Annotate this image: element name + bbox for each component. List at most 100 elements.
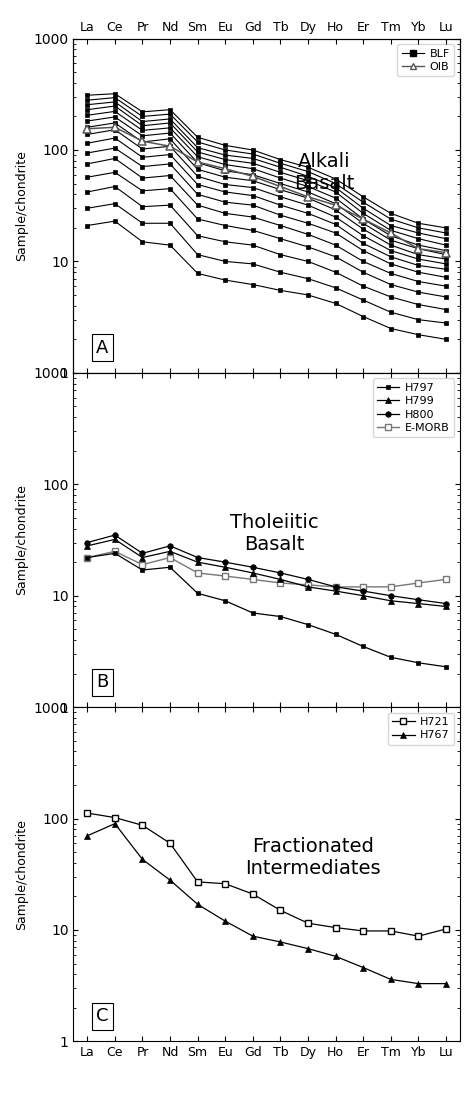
H767	[360, 961, 366, 974]
H767	[222, 915, 228, 928]
H767	[167, 874, 173, 887]
Line: E-MORB: E-MORB	[84, 548, 449, 590]
H800	[84, 536, 90, 549]
H721	[416, 930, 421, 943]
E-MORB	[333, 581, 338, 594]
H797	[167, 561, 173, 574]
H797	[443, 660, 449, 673]
E-MORB	[195, 566, 201, 580]
H799	[333, 584, 338, 597]
Legend: BLF, OIB: BLF, OIB	[397, 44, 454, 76]
Legend: H721, H767: H721, H767	[388, 713, 454, 745]
H767	[278, 936, 283, 949]
H721	[388, 925, 393, 938]
H800	[333, 581, 338, 594]
H767	[250, 930, 255, 943]
Y-axis label: Sample/chondrite: Sample/chondrite	[15, 485, 28, 595]
E-MORB	[360, 581, 366, 594]
H721	[195, 875, 201, 888]
H800	[443, 597, 449, 611]
Legend: H797, H799, H800, E-MORB: H797, H799, H800, E-MORB	[373, 378, 454, 437]
H799	[388, 594, 393, 607]
H721	[250, 887, 255, 900]
H767	[195, 898, 201, 911]
H721	[112, 811, 118, 824]
Line: H797: H797	[85, 551, 448, 669]
H799	[195, 555, 201, 569]
H797	[360, 640, 366, 653]
H800	[140, 547, 146, 560]
H767	[333, 950, 338, 963]
Line: H800: H800	[84, 532, 449, 606]
H797	[388, 650, 393, 663]
H800	[416, 593, 421, 606]
Text: Alkali
Basalt: Alkali Basalt	[294, 152, 355, 193]
H799	[360, 590, 366, 603]
H800	[360, 584, 366, 597]
H767	[388, 973, 393, 986]
H799	[140, 551, 146, 564]
H800	[278, 566, 283, 580]
H797	[222, 594, 228, 607]
E-MORB	[140, 558, 146, 571]
H721	[443, 922, 449, 936]
H797	[195, 586, 201, 599]
H797	[278, 609, 283, 623]
Line: H767: H767	[84, 820, 449, 987]
H797	[333, 628, 338, 641]
H799	[305, 581, 311, 594]
H797	[112, 547, 118, 560]
H767	[140, 853, 146, 866]
H799	[84, 539, 90, 552]
E-MORB	[278, 576, 283, 590]
H721	[333, 921, 338, 934]
H721	[305, 917, 311, 930]
H797	[250, 606, 255, 619]
E-MORB	[167, 551, 173, 564]
H721	[222, 877, 228, 890]
E-MORB	[84, 551, 90, 564]
H799	[278, 573, 283, 586]
E-MORB	[305, 579, 311, 592]
H799	[416, 597, 421, 611]
H797	[84, 551, 90, 564]
Text: Fractionated
Intermediates: Fractionated Intermediates	[245, 838, 381, 878]
H800	[167, 539, 173, 552]
H767	[416, 977, 421, 991]
H797	[140, 563, 146, 576]
H721	[278, 904, 283, 917]
H800	[250, 561, 255, 574]
H800	[112, 529, 118, 542]
H799	[222, 561, 228, 574]
E-MORB	[250, 573, 255, 586]
H799	[167, 544, 173, 558]
H797	[416, 656, 421, 669]
H799	[443, 599, 449, 613]
H767	[84, 829, 90, 842]
E-MORB	[388, 581, 393, 594]
H799	[250, 566, 255, 580]
E-MORB	[222, 570, 228, 583]
Y-axis label: Sample/chondrite: Sample/chondrite	[15, 150, 28, 261]
H767	[443, 977, 449, 991]
Text: C: C	[96, 1007, 109, 1025]
H767	[305, 942, 311, 955]
H721	[140, 819, 146, 832]
H800	[388, 590, 393, 603]
H721	[84, 807, 90, 820]
H767	[112, 817, 118, 830]
E-MORB	[112, 544, 118, 558]
Y-axis label: Sample/chondrite: Sample/chondrite	[15, 819, 28, 930]
H797	[305, 618, 311, 631]
H799	[112, 532, 118, 545]
Line: H721: H721	[84, 810, 449, 939]
E-MORB	[416, 576, 421, 590]
H721	[167, 836, 173, 850]
Text: B: B	[96, 673, 109, 691]
Text: A: A	[96, 338, 109, 357]
Line: H799: H799	[84, 537, 449, 609]
H721	[360, 925, 366, 938]
E-MORB	[443, 573, 449, 586]
H800	[195, 551, 201, 564]
H800	[222, 555, 228, 569]
